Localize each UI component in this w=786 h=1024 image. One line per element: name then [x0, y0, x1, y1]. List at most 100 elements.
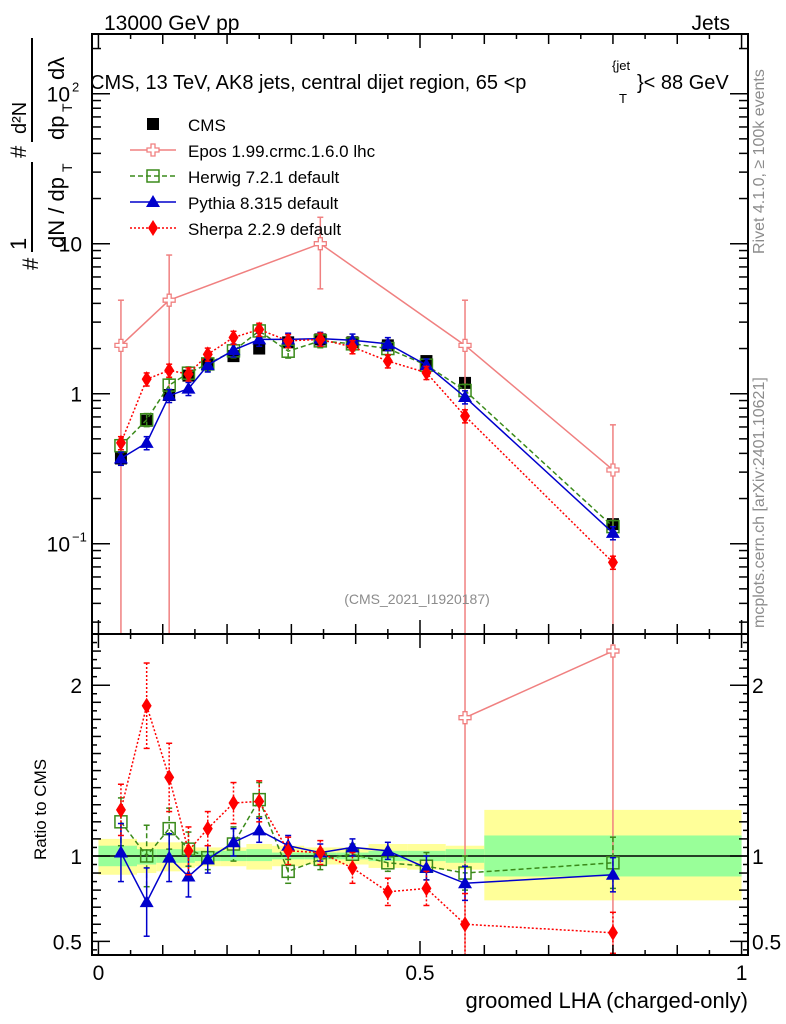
- series-pythia: [113, 331, 620, 541]
- rivet-label: Rivet 4.1.0, ≥ 100k events: [751, 69, 768, 254]
- legend-entry: Pythia 8.315 default: [130, 194, 339, 213]
- pythia-ratio-point: [605, 867, 620, 880]
- legend-entry: Epos 1.99.crmc.1.6.0 lhc: [130, 142, 376, 161]
- pythia-point: [419, 358, 434, 371]
- sherpa-ratio-point: [141, 697, 152, 714]
- sherpa-ratio-point: [347, 859, 358, 876]
- y-tick-label: 10: [47, 84, 70, 107]
- ylabel-hash2: #: [6, 145, 31, 158]
- legend-label: Pythia 8.315 default: [188, 194, 339, 213]
- sherpa-ratio-point: [460, 916, 471, 933]
- legend-marker: [146, 169, 160, 183]
- sherpa-ratio-point: [228, 795, 239, 812]
- sherpa-ratio-point: [382, 883, 393, 900]
- sherpa-point: [202, 346, 213, 363]
- pythia-ratio-point: [419, 860, 434, 873]
- y-tick-label: 10: [59, 234, 82, 257]
- epos-line: [120, 242, 614, 471]
- sherpa-point: [283, 332, 294, 349]
- ratio-ylabel: Ratio to CMS: [31, 759, 50, 860]
- pythia-point: [200, 358, 215, 371]
- pythia-ratio-point: [139, 895, 154, 908]
- pythia-point: [181, 381, 196, 394]
- sherpa-point: [421, 364, 432, 381]
- legend-marker: [148, 220, 158, 236]
- ratio-y-tick-label-right: 2: [752, 675, 764, 698]
- x-tick-label: 1: [736, 962, 748, 985]
- sherpa-point: [315, 331, 326, 348]
- sherpa-ratio-point: [164, 769, 175, 786]
- sherpa-point: [607, 554, 618, 571]
- plot-title: CMS, 13 TeV, AK8 jets, central dijet reg…: [90, 58, 729, 106]
- epos-point: [458, 338, 472, 353]
- sherpa-ratio-point: [202, 820, 213, 837]
- ylabel-frac1-den-sub: T: [59, 163, 75, 172]
- band-inner-segment: [246, 849, 273, 862]
- epos-ratio-line: [464, 650, 614, 719]
- mcplots-label: mcplots.cern.ch [arXiv:2401.10621]: [751, 377, 768, 628]
- ratio-y-tick-label: 1: [70, 846, 82, 869]
- pythia-point: [380, 336, 395, 349]
- ratio-series-epos: [458, 634, 620, 955]
- series-herwig: [114, 323, 620, 535]
- legend-marker: [146, 195, 160, 207]
- herwig-point: [139, 413, 154, 427]
- pythia-ratio-point: [380, 843, 395, 856]
- main-plot-area: [113, 216, 620, 634]
- main-ylabel: # 1 dN / dp T # d²N dp T dλ: [6, 38, 75, 270]
- header-right: Jets: [691, 12, 730, 35]
- legend-entry: Sherpa 2.2.9 default: [130, 220, 341, 239]
- herwig-ratio-point: [281, 864, 295, 879]
- legend-label: Herwig 7.2.1 default: [188, 168, 339, 187]
- sherpa-point: [347, 338, 358, 355]
- analysis-watermark: (CMS_2021_I1920187): [344, 591, 490, 607]
- ratio-y-tick-label: 2: [70, 675, 82, 698]
- title-sup: {jet: [612, 58, 630, 73]
- ratio-frame: [91, 633, 749, 956]
- legend-entry: Herwig 7.2.1 default: [130, 168, 339, 187]
- sherpa-point: [460, 408, 471, 425]
- legend-label: CMS: [188, 116, 226, 135]
- pythia-ratio-point: [226, 835, 241, 848]
- ylabel-frac2-den-tail: dλ: [44, 57, 69, 80]
- pythia-point: [605, 525, 620, 538]
- title-tail: }< 88 GeV: [637, 72, 729, 94]
- sherpa-ratio-point: [115, 801, 126, 818]
- ylabel-frac2-den: dp: [44, 116, 69, 140]
- epos-point: [114, 338, 128, 353]
- cms-point: [253, 342, 266, 355]
- sherpa-line: [120, 328, 614, 563]
- x-tick-label: 0.5: [405, 962, 434, 985]
- header-left: 13000 GeV pp: [104, 12, 239, 35]
- pythia-ratio-point: [252, 823, 267, 836]
- legend-marker: [147, 118, 159, 130]
- pythia-point: [458, 390, 473, 403]
- sherpa-ratio-point: [283, 842, 294, 859]
- pythia-ratio-point: [200, 852, 215, 865]
- pythia-ratio-point: [458, 876, 473, 889]
- pythia-point: [226, 343, 241, 356]
- epos-ratio-point: [458, 711, 472, 725]
- ratio-series-sherpa: [115, 662, 618, 955]
- sherpa-point: [141, 371, 152, 388]
- legend: CMS Epos 1.99.crmc.1.6.0 lhc Herwig 7.2.1 …: [130, 116, 376, 239]
- epos-point: [313, 237, 327, 251]
- sherpa-ratio-point: [315, 844, 326, 861]
- sherpa-point: [382, 353, 393, 370]
- pythia-point: [162, 388, 177, 401]
- pythia-point: [252, 332, 267, 345]
- y-tick-label: 1: [70, 384, 82, 407]
- sherpa-ratio-point: [254, 793, 265, 810]
- sherpa-point: [228, 329, 239, 346]
- sherpa-point: [164, 362, 175, 379]
- legend-marker: [146, 143, 160, 157]
- ratio-y-tick-label-right: 0.5: [752, 931, 781, 954]
- sherpa-point: [115, 434, 126, 451]
- pythia-ratio-point: [162, 850, 177, 863]
- title-main: CMS, 13 TeV, AK8 jets, central dijet reg…: [90, 72, 526, 94]
- pythia-point: [113, 451, 128, 464]
- legend-label: Sherpa 2.2.9 default: [188, 220, 341, 239]
- herwig-ratio-point: [139, 849, 154, 863]
